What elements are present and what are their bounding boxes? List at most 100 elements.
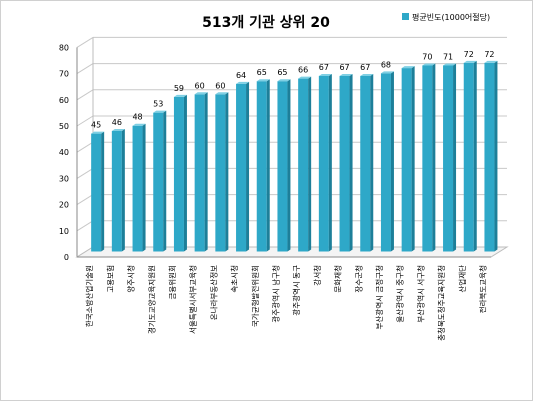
x-tick-label: 울산광역시 중구청: [395, 265, 405, 323]
data-label: 70: [422, 52, 432, 61]
x-tick-label: 문화재청: [334, 265, 343, 293]
bar-side: [349, 73, 353, 252]
bar-side: [370, 73, 374, 252]
x-tick-label: 강서청: [312, 265, 322, 286]
bar: [132, 125, 143, 252]
gridline-depth: [76, 115, 94, 127]
bar: [443, 65, 454, 252]
bar: [236, 83, 247, 252]
gridline-depth: [76, 220, 94, 232]
gridline-depth: [76, 167, 94, 179]
data-label: 53: [153, 100, 163, 109]
x-tick-label: 경기도교양교육지원원: [146, 265, 156, 334]
bars: [91, 60, 498, 252]
bar: [484, 62, 495, 252]
data-label: 65: [257, 68, 267, 77]
x-tick-label: 서울특별시서부교육청: [188, 265, 198, 334]
bar-side: [204, 92, 208, 252]
bar: [339, 75, 350, 252]
bar: [173, 96, 184, 252]
bar-top: [339, 73, 353, 76]
x-tick-label: 양주시청: [127, 265, 136, 293]
bar-side: [308, 76, 312, 252]
legend: 평균빈도(1000어절당): [402, 12, 490, 22]
legend-label: 평균빈도(1000어절당): [412, 12, 490, 22]
y-tick-label: 50: [59, 122, 69, 131]
bar: [422, 65, 433, 252]
data-label: 65: [277, 68, 287, 77]
x-tick-label: 국가균형발전위원회: [250, 265, 260, 327]
bar: [463, 62, 474, 252]
x-tick-label: 속초시청: [230, 265, 239, 293]
bar-side: [432, 63, 436, 252]
bar: [215, 94, 226, 252]
y-tick-label: 10: [59, 227, 69, 236]
bar-side: [101, 131, 105, 252]
bar-top: [111, 128, 125, 131]
x-tick-label: 금융위원회: [168, 265, 177, 300]
bar-top: [277, 79, 291, 82]
bar: [318, 75, 329, 252]
y-tick-label: 80: [59, 43, 69, 52]
gridline-depth: [76, 89, 94, 101]
data-label: 67: [339, 63, 349, 72]
x-tick-label: 부산광역시 금정구청: [374, 265, 384, 329]
bar-top: [360, 73, 374, 76]
bar: [194, 94, 205, 252]
bar: [401, 68, 412, 252]
data-label: 72: [484, 50, 494, 59]
x-tick-label: 산업재단: [457, 265, 467, 293]
bar-top: [215, 92, 229, 95]
x-tick-label: 광주광역시 동구: [291, 265, 301, 316]
data-label: 64: [236, 71, 246, 80]
bar-top: [236, 81, 250, 84]
y-tick-label: 20: [59, 201, 69, 210]
data-label: 46: [112, 118, 122, 127]
data-label: 67: [319, 63, 329, 72]
bar-top: [401, 66, 415, 69]
bar-top: [484, 60, 498, 63]
bar: [91, 133, 102, 252]
data-label: 67: [360, 63, 370, 72]
y-tick-label: 40: [59, 148, 69, 157]
bar: [277, 81, 288, 252]
data-label: 59: [174, 84, 184, 93]
bar-side: [390, 71, 394, 252]
x-tick-label: 한국소방산업기술원: [84, 265, 94, 327]
bar-top: [132, 123, 146, 126]
bar-side: [453, 63, 457, 252]
bar-top: [318, 73, 332, 76]
x-tick-label: 부산광역시 서구청: [415, 265, 425, 323]
bar-side: [225, 92, 229, 252]
gridline-depth: [76, 36, 94, 48]
gridline-depth: [76, 194, 94, 206]
data-label: 60: [215, 81, 225, 90]
bar: [256, 81, 267, 252]
x-tick-label: 고용보험: [106, 265, 115, 293]
data-label: 68: [381, 60, 391, 69]
bar: [380, 73, 391, 252]
data-label: 72: [464, 50, 474, 59]
bar-side: [494, 60, 498, 252]
value-labels: 45 46 48 53 59 60 60 64 65 65 66 67 67 67 68 70 71 72 72: [91, 50, 494, 130]
y-tick-label: 0: [64, 253, 69, 262]
gridline-depth: [76, 63, 94, 75]
data-label: 71: [443, 52, 453, 61]
bar: [298, 78, 309, 252]
data-label: 66: [298, 66, 308, 75]
bar-top: [194, 92, 208, 95]
bar-side: [142, 123, 146, 252]
bar-side: [121, 128, 125, 252]
bar-side: [328, 73, 332, 252]
x-tick-label: 충청북도청주교육지원청: [437, 265, 446, 341]
x-axis-labels: 한국소방산업기술원 고용보험 양주시청 경기도교양교육지원원 금융위원회 서울특별시서부교…: [84, 265, 487, 341]
y-tick-label: 60: [59, 96, 69, 105]
bar-top: [298, 76, 312, 79]
bar: [360, 75, 371, 252]
y-axis-ticks: 0 10 20 30 40 50 60 70 80: [59, 43, 69, 262]
x-tick-label: 장수군청: [353, 265, 363, 293]
bar-side: [163, 110, 167, 252]
x-tick-label: 전라북도교육청: [477, 265, 487, 313]
chart-title: 513개 기관 상위 20: [202, 14, 330, 31]
